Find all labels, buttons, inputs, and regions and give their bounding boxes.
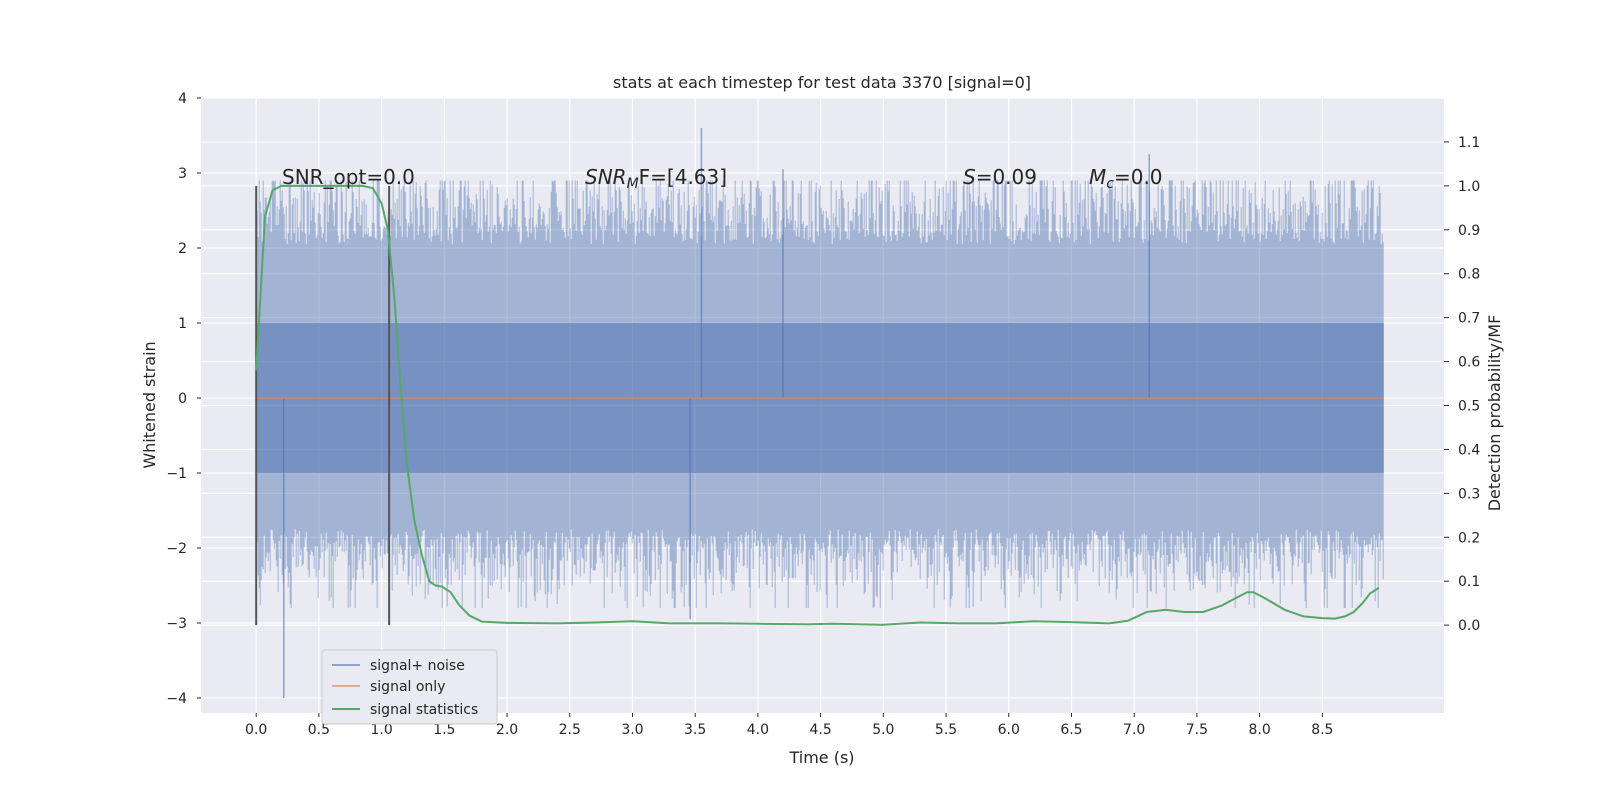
y-right-tick: 0.0 <box>1444 618 1480 634</box>
x-tick-label: 3.5 <box>684 722 706 738</box>
x-tick: 7.0 <box>1123 713 1145 738</box>
y-right-tick: 0.1 <box>1444 574 1480 590</box>
y-right-tick-label: 0.9 <box>1458 223 1480 239</box>
y-right-tick: 1.1 <box>1444 135 1480 151</box>
x-tick-label: 2.0 <box>496 722 518 738</box>
y-axis-label: Whitened strain <box>140 341 159 468</box>
x-tick: 5.5 <box>935 713 957 738</box>
y-right-tick-label: 0.4 <box>1458 442 1480 458</box>
y-tick: 2 <box>178 241 201 257</box>
y-right-tick-label: 1.0 <box>1458 179 1480 195</box>
y-right-tick-label: 0.3 <box>1458 486 1480 502</box>
x-axis-label: Time (s) <box>788 748 854 767</box>
x-tick: 0.5 <box>308 713 330 738</box>
legend-label-noise: signal+ noise <box>370 658 465 674</box>
x-tick-label: 7.0 <box>1123 722 1145 738</box>
y-right-tick: 1.0 <box>1444 179 1480 195</box>
x-tick-label: 8.5 <box>1311 722 1333 738</box>
y-right-tick-label: 0.5 <box>1458 399 1480 415</box>
x-tick: 4.5 <box>809 713 832 738</box>
x-tick: 3.5 <box>684 713 706 738</box>
y-right-tick: 0.6 <box>1444 355 1480 371</box>
y-right-tick-label: 0.0 <box>1458 618 1480 634</box>
x-tick: 2.0 <box>496 713 518 738</box>
x-tick-label: 6.0 <box>998 722 1020 738</box>
y-axis-ticks: 4 3 2 1 0 −1 −2 −3 −4 <box>166 91 201 707</box>
y-tick-label: 4 <box>178 91 187 107</box>
y-right-tick: 0.7 <box>1444 311 1480 327</box>
x-tick-label: 0.0 <box>245 722 267 738</box>
x-axis-ticks: 0.0 0.5 1.0 1.5 2.0 2.5 3.0 3.5 4.0 4.5 5.0 5.5 6.0 6… <box>245 713 1333 738</box>
y-tick-label: −4 <box>166 691 187 707</box>
y-tick-label: 1 <box>178 316 187 332</box>
legend-box <box>321 649 498 725</box>
y-right-axis-label: Detection probability/MF <box>1485 315 1504 512</box>
y-tick-label: −1 <box>166 466 187 482</box>
x-tick-label: 4.5 <box>809 722 831 738</box>
y-tick: −1 <box>166 466 201 482</box>
y-tick-label: 3 <box>178 166 187 182</box>
annotation-snr-mf: SNRMF=[4.63] <box>585 165 727 192</box>
x-tick: 7.5 <box>1186 713 1208 738</box>
annotation-mc: Mc=0.0 <box>1089 165 1163 192</box>
x-tick: 3.0 <box>621 713 644 738</box>
interval-markers <box>255 185 391 626</box>
y-right-tick: 0.8 <box>1444 267 1480 283</box>
y-right-tick: 0.5 <box>1444 399 1480 415</box>
signal-statistics-line <box>255 184 1380 626</box>
x-tick: 8.0 <box>1248 713 1271 738</box>
y-tick: 1 <box>178 316 201 332</box>
y-right-tick: 0.2 <box>1444 530 1480 546</box>
y-tick-label: 2 <box>178 241 187 257</box>
annotation-snr-opt: SNR_opt=0.0 <box>282 165 415 189</box>
chart-title: stats at each timestep for test data 337… <box>613 73 1031 92</box>
y-right-axis-ticks: 1.1 1.0 0.9 0.8 0.7 0.6 0.5 0.4 0.3 0.2 0.1 0.0 <box>1444 135 1480 634</box>
y-right-tick: 0.3 <box>1444 486 1480 502</box>
x-tick-label: 3.0 <box>621 722 643 738</box>
x-tick-label: 7.5 <box>1186 722 1208 738</box>
x-tick-label: 2.5 <box>559 722 581 738</box>
x-tick-label: 0.5 <box>308 722 330 738</box>
x-tick: 5.0 <box>872 713 894 738</box>
y-tick: −4 <box>166 691 201 707</box>
y-right-tick-label: 0.2 <box>1458 530 1480 546</box>
y-right-tick-label: 1.1 <box>1458 135 1480 151</box>
x-tick-label: 4.0 <box>747 722 769 738</box>
x-tick-label: 1.5 <box>433 722 455 738</box>
x-tick-label: 6.5 <box>1060 722 1082 738</box>
x-tick-label: 8.0 <box>1248 722 1270 738</box>
y-right-tick-label: 0.8 <box>1458 267 1480 283</box>
x-tick-label: 1.0 <box>370 722 392 738</box>
y-tick: −2 <box>166 541 201 557</box>
y-tick-label: 0 <box>178 391 187 407</box>
y-tick-label: −2 <box>166 541 187 557</box>
y-right-tick: 0.4 <box>1444 442 1480 458</box>
y-tick: 4 <box>178 91 201 107</box>
y-tick: −3 <box>166 616 201 632</box>
x-tick-label: 5.0 <box>872 722 894 738</box>
y-right-tick-label: 0.1 <box>1458 574 1480 590</box>
legend-label-stats: signal statistics <box>370 702 478 718</box>
y-tick: 3 <box>178 166 201 182</box>
y-right-tick-label: 0.6 <box>1458 355 1480 371</box>
y-right-tick: 0.9 <box>1444 223 1480 239</box>
x-tick: 6.0 <box>998 713 1020 738</box>
x-tick-label: 5.5 <box>935 722 957 738</box>
legend: signal+ noise signal only signal statist… <box>321 649 498 725</box>
y-right-tick-label: 0.7 <box>1458 311 1480 327</box>
legend-label-signal: signal only <box>370 679 445 695</box>
y-tick-label: −3 <box>166 616 187 632</box>
x-tick: 2.5 <box>559 713 581 738</box>
x-tick: 0.0 <box>245 713 267 738</box>
y-tick: 0 <box>178 391 201 407</box>
x-tick: 8.5 <box>1311 713 1333 738</box>
annotation-s: S=0.09 <box>963 165 1037 189</box>
x-tick: 6.5 <box>1060 713 1083 738</box>
x-tick: 4.0 <box>747 713 769 738</box>
